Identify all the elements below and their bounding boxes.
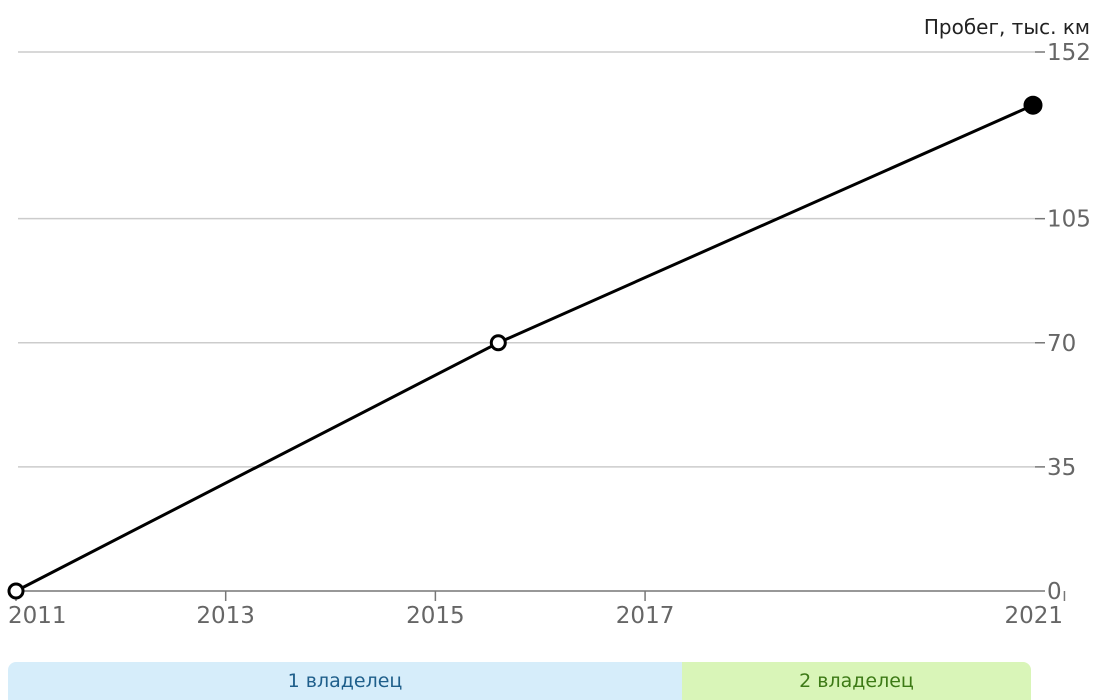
data-point-2 — [1023, 95, 1043, 115]
x-tick-label-2015: 2015 — [406, 603, 465, 629]
y-tick-label-0: 0 — [1047, 579, 1062, 605]
plot-area — [7, 95, 1043, 600]
y-tick-label-70: 70 — [1047, 331, 1076, 357]
series-line-0 — [15, 103, 1034, 593]
y-tick-label-35: 35 — [1047, 455, 1076, 481]
y-tick-label-152: 152 — [1047, 40, 1091, 66]
grid-lines — [18, 51, 1035, 468]
owner-period-1-label: 1 владелец — [287, 670, 403, 692]
y-tick-label-105: 105 — [1047, 207, 1091, 233]
x-tick-label-2021: 2021 — [1004, 603, 1063, 629]
ticks: 0 35 70 105 152 2011 2013 2015 2017 2021 — [8, 40, 1091, 629]
x-tick-label-2017: 2017 — [616, 603, 675, 629]
x-tick-label-2013: 2013 — [196, 603, 255, 629]
y-axis-title: Пробег, тыс. км — [924, 15, 1090, 39]
data-point-0 — [7, 582, 25, 600]
owner-period-1: 1 владелец — [8, 662, 682, 700]
data-point-1 — [489, 334, 507, 352]
owner-period-2-label: 2 владелец — [799, 670, 914, 692]
owner-period-2: 2 владелец — [682, 662, 1031, 700]
x-tick-label-2011: 2011 — [8, 603, 67, 629]
